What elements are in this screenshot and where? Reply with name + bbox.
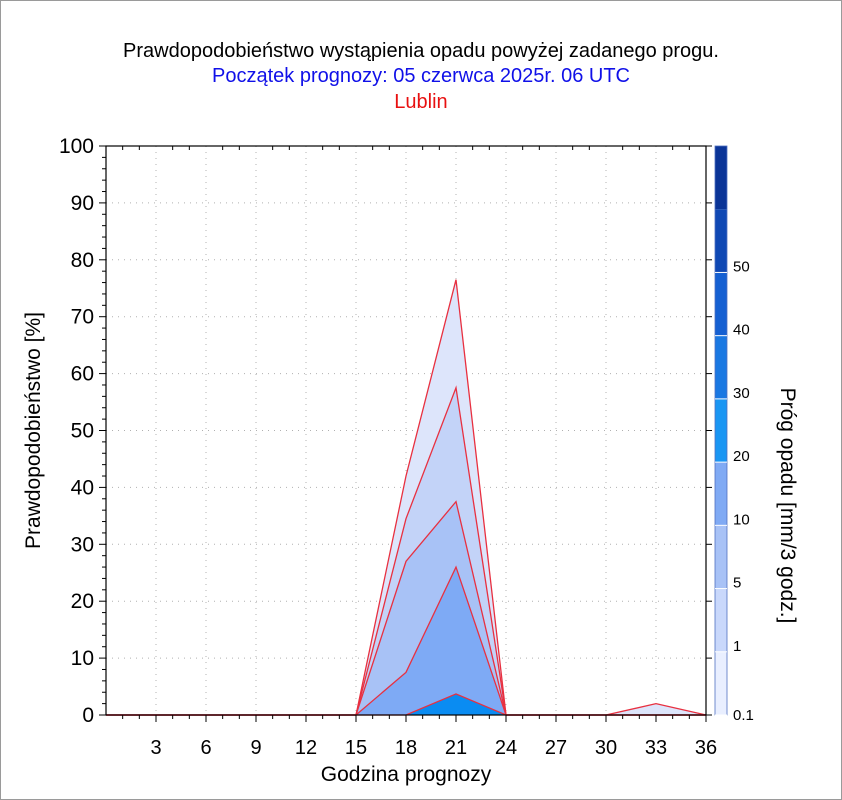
colorbar-band (715, 462, 727, 526)
y-tick-label: 100 (59, 135, 94, 158)
y-tick-label: 20 (71, 590, 94, 613)
y-tick-label: 70 (71, 306, 94, 329)
x-tick-label: 30 (595, 737, 617, 759)
area-threshold-10 (106, 567, 706, 715)
colorbar-axis-label: Próg opadu [mm/3 godz.] (776, 388, 799, 624)
chart-title: Prawdopodobieństwo wystąpienia opadu pow… (123, 40, 719, 62)
x-tick-label: 9 (250, 737, 261, 759)
colorbar-label: 50 (733, 258, 750, 275)
y-tick-label: 90 (71, 192, 94, 215)
x-tick-label: 21 (445, 737, 467, 759)
colorbar-band (715, 588, 727, 652)
x-tick-label: 33 (645, 737, 667, 759)
x-axis-label: Godzina prognozy (321, 763, 492, 786)
colorbar-label: 10 (733, 511, 750, 528)
area-threshold-1 (106, 387, 706, 715)
y-tick-label: 0 (82, 704, 94, 727)
y-tick-label: 60 (71, 363, 94, 386)
colorbar-band (715, 335, 727, 399)
y-tick-label: 40 (71, 476, 94, 499)
x-tick-label: 15 (345, 737, 367, 759)
colorbar-band (715, 272, 727, 336)
colorbar-label: 30 (733, 385, 750, 402)
colorbar-label: 0.1 (733, 707, 754, 724)
y-axis-label: Prawdopodobieństwo [%] (22, 312, 45, 549)
x-tick-label: 18 (395, 737, 417, 759)
colorbar: 0.1 1 5 10 20 30 40 50 (714, 145, 754, 724)
colorbar-band (715, 146, 727, 210)
colorbar-band (715, 525, 727, 589)
colorbar-label: 1 (733, 638, 741, 655)
x-tick-label: 3 (150, 737, 161, 759)
colorbar-label: 40 (733, 322, 750, 339)
y-tick-label: 30 (71, 533, 94, 556)
colorbar-band (715, 209, 727, 273)
colorbar-label: 20 (733, 448, 750, 465)
colorbar-label: 5 (733, 575, 741, 592)
colorbar-band (715, 398, 727, 463)
y-tick-label: 10 (71, 647, 94, 670)
x-tick-label: 6 (200, 737, 211, 759)
x-tick-label: 24 (495, 737, 517, 759)
location-subtitle: Lublin (394, 91, 448, 113)
colorbar-band (715, 651, 727, 715)
area-threshold-5 (106, 501, 706, 715)
y-tick-label: 50 (71, 420, 94, 443)
area-threshold-0_1 (106, 279, 706, 715)
x-tick-label: 27 (545, 737, 567, 759)
forecast-start-subtitle: Początek prognozy: 05 czerwca 2025r. 06 … (212, 65, 630, 87)
y-tick-label: 80 (71, 249, 94, 272)
x-tick-label: 36 (695, 737, 717, 759)
x-tick-label: 12 (295, 737, 317, 759)
